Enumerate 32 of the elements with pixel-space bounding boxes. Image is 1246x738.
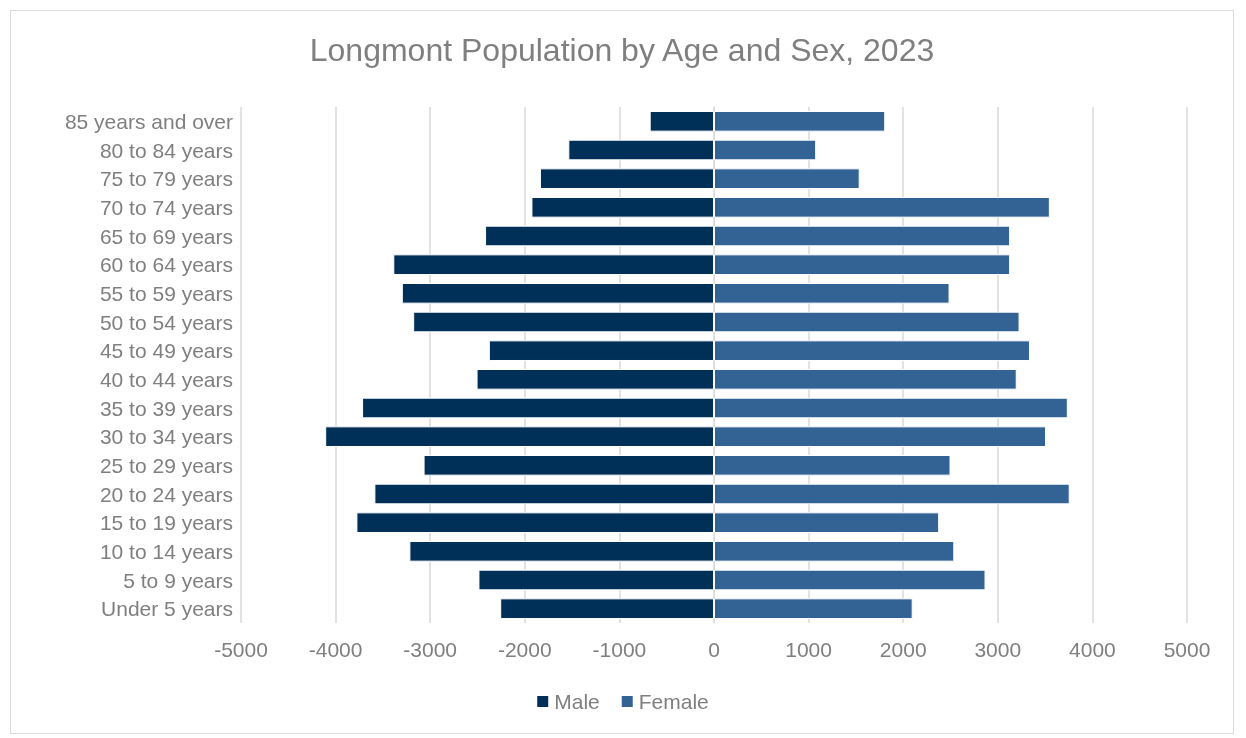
x-tick-label: 4000 xyxy=(1069,638,1116,661)
y-tick-label: 70 to 74 years xyxy=(99,195,233,219)
x-tick-label: 1000 xyxy=(785,638,832,661)
legend-label: Male xyxy=(554,690,600,713)
chart-title: Longmont Population by Age and Sex, 2023 xyxy=(309,32,935,68)
y-tick-label: 20 to 24 years xyxy=(99,482,233,506)
x-tick-label: 5000 xyxy=(1163,638,1211,661)
y-tick-label: 55 to 59 years xyxy=(99,281,233,305)
x-tick-label: -5000 xyxy=(214,638,268,661)
y-tick-label: 15 to 19 years xyxy=(99,511,233,535)
y-tick-label: 85 years and over xyxy=(64,109,233,133)
y-tick-label: 75 to 79 years xyxy=(99,167,233,191)
x-tick-label: 0 xyxy=(708,638,720,661)
y-tick-label: 25 to 29 years xyxy=(99,453,233,477)
legend-label: Female xyxy=(638,690,709,713)
x-tick-label: -4000 xyxy=(308,638,363,661)
x-tick-label: 3000 xyxy=(974,638,1022,661)
x-tick-label: -3000 xyxy=(403,638,458,661)
y-tick-label: 45 to 49 years xyxy=(99,339,233,363)
y-tick-label: 10 to 14 years xyxy=(99,539,233,563)
y-tick-label: 80 to 84 years xyxy=(99,138,233,162)
x-tick-label: -1000 xyxy=(592,638,647,661)
y-tick-label: 35 to 39 years xyxy=(99,396,233,420)
x-tick-label: 2000 xyxy=(879,638,927,661)
y-tick-label: 40 to 44 years xyxy=(99,367,233,391)
y-tick-label: 65 to 69 years xyxy=(99,224,233,248)
y-tick-label: Under 5 years xyxy=(101,597,233,621)
y-tick-label: 50 to 54 years xyxy=(99,310,233,334)
y-tick-label: 5 to 9 years xyxy=(123,568,233,592)
x-tick-label: -2000 xyxy=(497,638,552,661)
y-tick-label: 60 to 64 years xyxy=(99,253,233,277)
y-tick-label: 30 to 34 years xyxy=(99,425,233,449)
